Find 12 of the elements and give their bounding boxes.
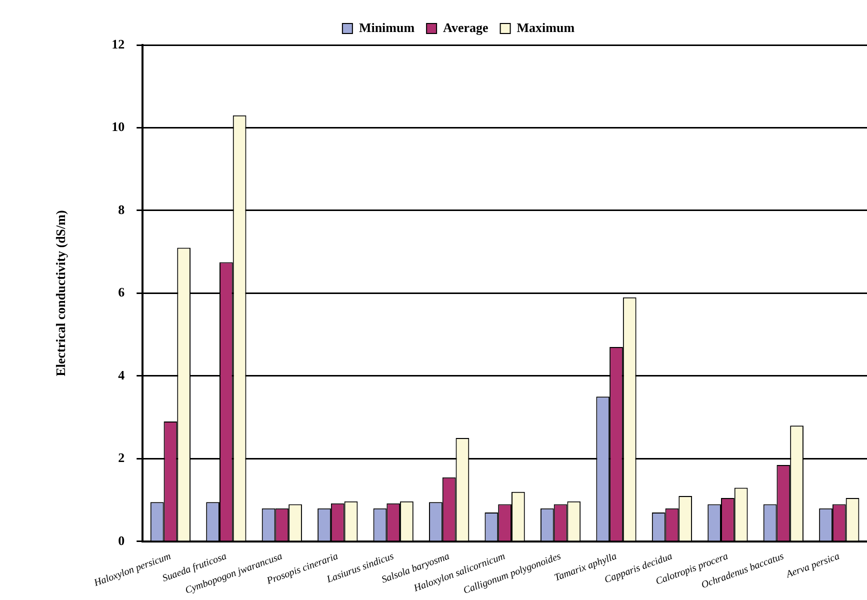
y-tick-label: 10: [112, 119, 125, 134]
y-tick-label: 0: [118, 532, 125, 548]
y-tick-label: 6: [118, 284, 126, 300]
y-tick-label: 8: [118, 202, 126, 217]
y-tick-label: 12: [112, 36, 125, 52]
y-tick-label: 2: [118, 450, 125, 466]
y-tick-label: 4: [118, 367, 126, 382]
y-axis-title: Electrical conductivity (dS/m): [53, 210, 68, 376]
legend-label: Minimum: [358, 20, 415, 35]
x-tick-label: Aerva persica: [784, 551, 842, 581]
legend-label: Maximum: [516, 20, 575, 35]
legend-label: Average: [443, 20, 489, 35]
